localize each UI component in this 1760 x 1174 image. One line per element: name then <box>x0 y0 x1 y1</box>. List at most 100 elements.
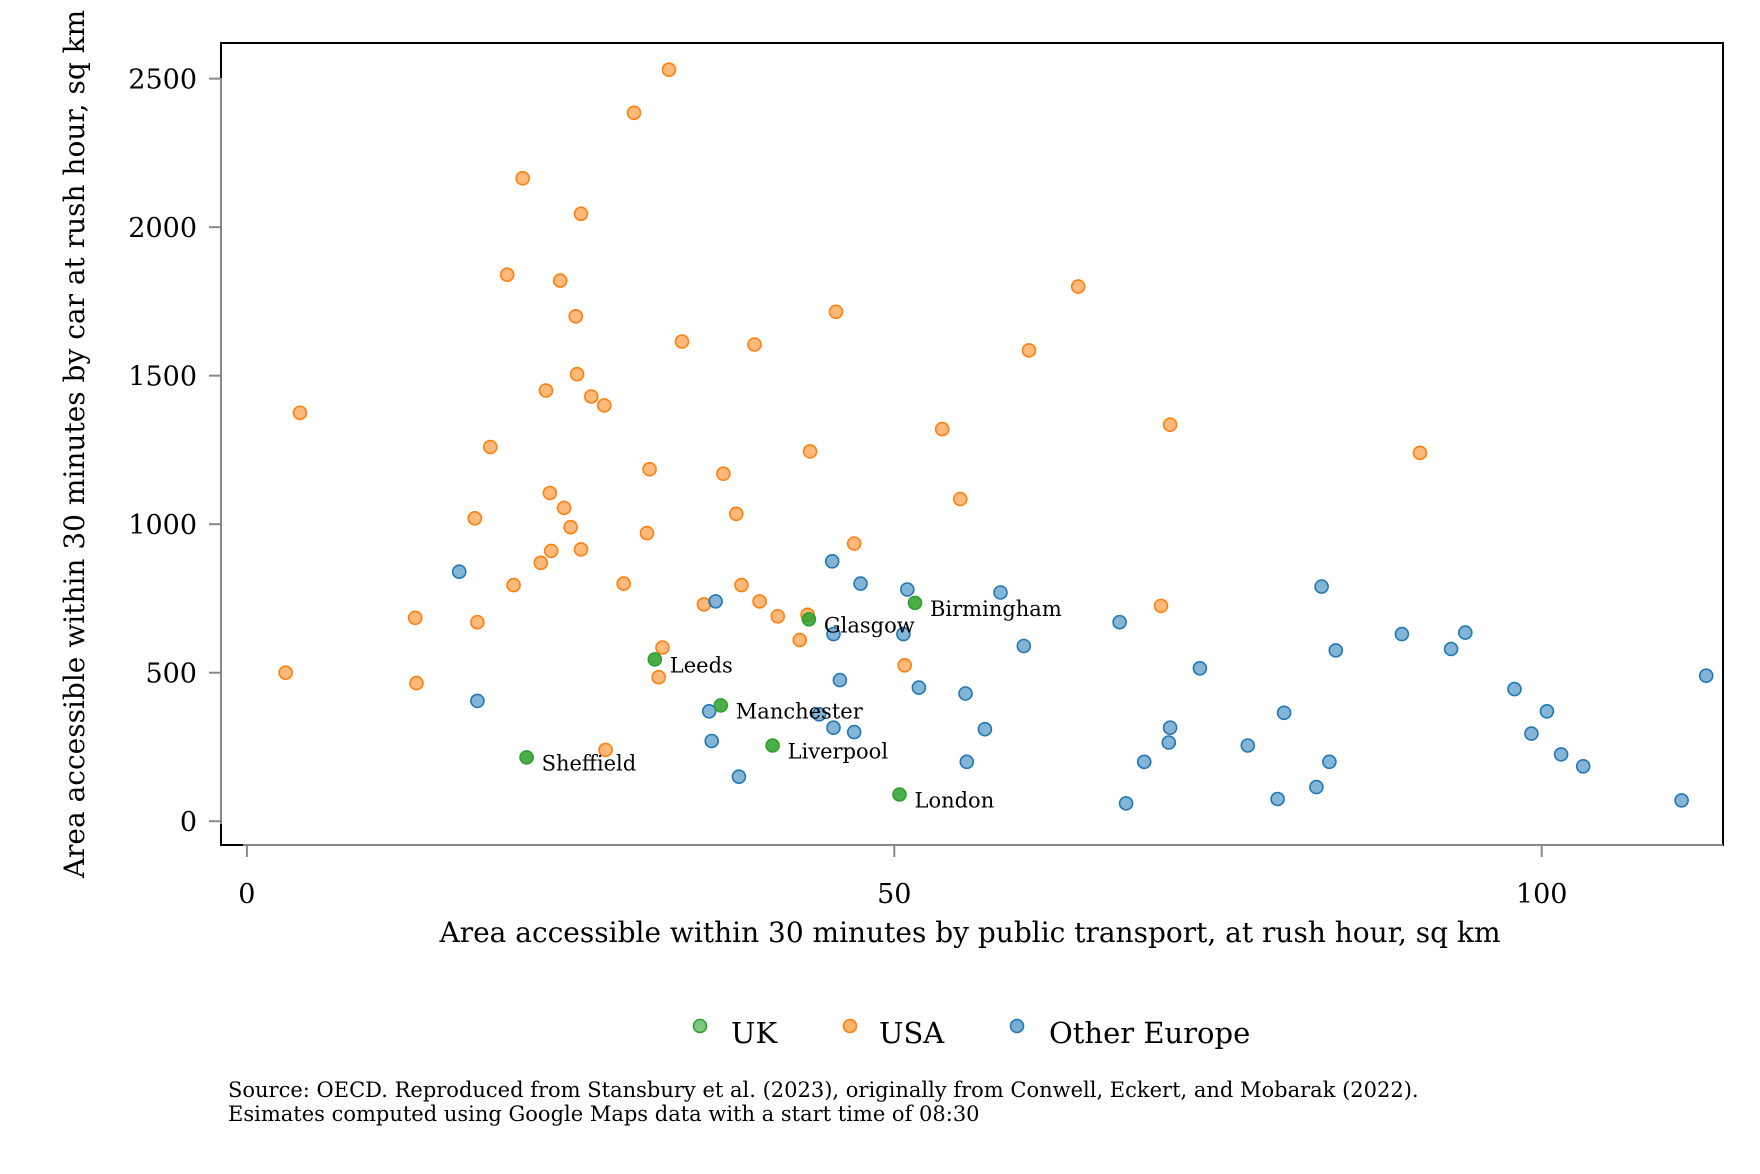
point-usa-45 <box>897 657 913 673</box>
point-other-europe-18 <box>959 754 975 770</box>
point-other-europe-40 <box>1539 703 1555 719</box>
point-other-europe-31 <box>1309 779 1324 795</box>
legend-marker-other-europe <box>1009 1018 1025 1034</box>
point-usa-10 <box>515 170 531 186</box>
point-other-europe-26 <box>1162 720 1178 736</box>
plot-frame <box>220 42 1724 846</box>
point-other-europe-2 <box>470 693 485 709</box>
source-line-2: Esimates computed using Google Maps data… <box>228 1102 980 1126</box>
point-usa-47 <box>952 491 968 507</box>
point-other-europe-35 <box>1394 626 1410 642</box>
point-usa-13 <box>543 543 559 559</box>
point-other-europe-15 <box>899 582 915 597</box>
point-usa-49 <box>1070 279 1086 294</box>
x-axis-title: Area accessible within 30 minutes by pub… <box>438 916 1500 949</box>
point-other-europe-44 <box>1698 668 1714 684</box>
point-other-europe-3 <box>701 703 717 719</box>
point-other-europe-9 <box>826 720 841 736</box>
point-other-europe-8 <box>824 553 840 569</box>
point-usa-44 <box>846 536 862 551</box>
point-usa-15 <box>552 273 568 288</box>
point-usa-12 <box>538 383 554 398</box>
point-usa-17 <box>563 519 578 535</box>
point-other-europe-5 <box>708 594 723 609</box>
point-usa-25 <box>616 576 632 591</box>
point-usa-39 <box>770 608 786 624</box>
label-birmingham: Birmingham <box>930 597 1062 621</box>
legend: UK USA Other Europe <box>692 1016 1250 1050</box>
x-axis-ticks: 0 50 100 <box>238 845 1567 910</box>
x-tick-label-100: 100 <box>1516 879 1568 910</box>
point-other-europe-20 <box>993 585 1008 600</box>
point-usa-5 <box>467 510 483 526</box>
point-usa-42 <box>802 444 818 459</box>
point-uk-4 <box>765 738 780 753</box>
point-usa-46 <box>934 421 950 437</box>
point-usa-8 <box>499 267 515 283</box>
point-usa-38 <box>752 594 767 609</box>
point-other-europe-17 <box>958 686 973 701</box>
point-other-europe-22 <box>1112 614 1127 630</box>
point-usa-18 <box>568 308 584 324</box>
point-other-europe-12 <box>846 724 862 740</box>
point-other-europe-27 <box>1192 660 1208 676</box>
point-other-europe-6 <box>731 769 747 785</box>
legend-label-other-europe: Other Europe <box>1049 1016 1250 1050</box>
y-axis-title: Area accessible within 30 minutes by car… <box>58 10 91 879</box>
point-other-europe-38 <box>1507 681 1522 697</box>
label-sheffield: Sheffield <box>542 751 637 775</box>
point-usa-35 <box>728 506 744 522</box>
legend-label-usa: USA <box>879 1016 945 1050</box>
x-tick-label-50: 50 <box>877 879 911 910</box>
point-usa-51 <box>1162 417 1178 433</box>
point-usa-6 <box>470 614 485 630</box>
point-usa-34 <box>716 466 731 482</box>
legend-marker-uk <box>692 1018 708 1034</box>
legend-marker-usa <box>842 1018 858 1034</box>
point-other-europe-13 <box>853 576 868 591</box>
point-other-europe-23 <box>1118 796 1134 811</box>
point-other-europe-41 <box>1553 747 1569 762</box>
source-note: Source: OECD. Reproduced from Stansbury … <box>228 1078 1419 1126</box>
point-other-europe-30 <box>1276 705 1292 721</box>
point-usa-21 <box>573 206 589 222</box>
y-tick-label-2000: 2000 <box>128 213 197 244</box>
point-usa-29 <box>651 669 667 685</box>
point-usa-27 <box>639 525 655 541</box>
y-tick-label-1500: 1500 <box>128 362 197 393</box>
point-usa-24 <box>598 742 613 758</box>
point-usa-37 <box>747 337 762 352</box>
point-other-europe-16 <box>911 680 927 695</box>
point-other-europe-4 <box>704 733 720 749</box>
point-uk-6 <box>892 787 907 802</box>
point-other-europe-19 <box>977 721 993 737</box>
point-usa-9 <box>506 577 521 593</box>
y-tick-label-1000: 1000 <box>128 510 197 541</box>
point-usa-1 <box>278 665 294 681</box>
label-manchester: Manchester <box>736 699 864 723</box>
point-other-europe-11 <box>832 672 848 688</box>
y-tick-label-0: 0 <box>180 807 197 838</box>
point-other-europe-43 <box>1674 793 1689 808</box>
point-usa-23 <box>596 398 612 413</box>
point-other-europe-42 <box>1575 758 1591 774</box>
point-usa-20 <box>573 542 589 557</box>
point-usa-3 <box>407 610 423 626</box>
point-usa-7 <box>482 439 498 455</box>
y-tick-label-2500: 2500 <box>128 65 197 96</box>
x-tick-label-0: 0 <box>238 879 255 910</box>
point-other-europe-33 <box>1322 754 1337 770</box>
point-usa-36 <box>734 577 749 593</box>
source-line-1: Source: OECD. Reproduced from Stansbury … <box>228 1078 1419 1102</box>
point-usa-30 <box>655 640 670 655</box>
point-usa-11 <box>533 555 549 571</box>
point-other-europe-21 <box>1016 638 1032 654</box>
label-leeds: Leeds <box>670 653 733 677</box>
point-usa-48 <box>1021 343 1037 358</box>
point-usa-28 <box>642 461 657 477</box>
y-axis-ticks: 0 500 1000 1500 2000 2500 <box>128 65 221 838</box>
point-other-europe-10 <box>826 626 841 642</box>
point-usa-31 <box>661 62 677 77</box>
point-uk-7 <box>907 595 923 611</box>
